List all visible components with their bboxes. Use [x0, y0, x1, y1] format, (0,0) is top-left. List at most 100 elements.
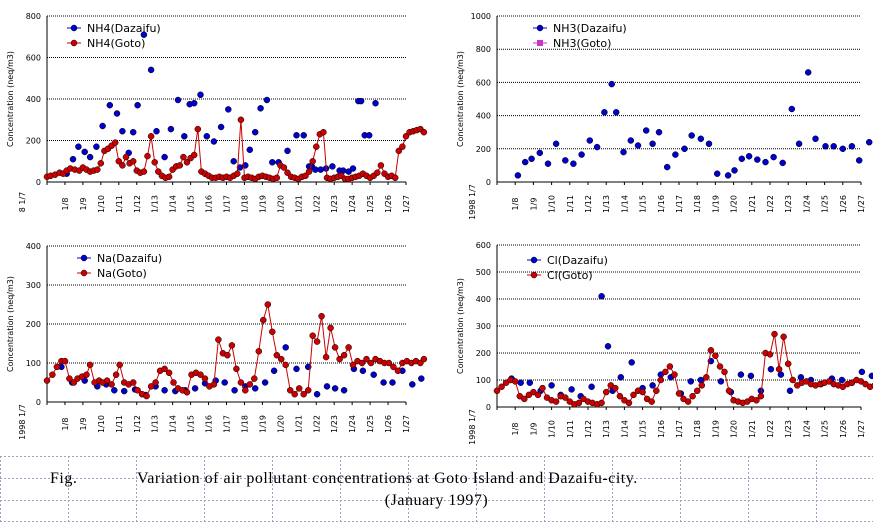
data-point	[586, 137, 594, 144]
data-point	[191, 385, 199, 392]
x-tick-label: 1/27	[857, 195, 866, 213]
x-year-label: 8 1/7	[18, 192, 27, 213]
data-point	[797, 374, 805, 381]
data-point	[215, 336, 222, 343]
legend-label: Cl(Goto)	[547, 269, 593, 282]
data-point	[687, 378, 695, 385]
data-point	[562, 394, 569, 401]
data-point	[608, 80, 615, 88]
data-point	[66, 375, 73, 382]
data-point	[155, 168, 162, 175]
y-tick-label: 600	[26, 54, 41, 63]
data-point	[183, 159, 191, 166]
x-tick-label: 1/17	[223, 195, 232, 213]
data-point	[286, 387, 294, 394]
y-axis-label: Concentration (neq/m3)	[6, 276, 15, 372]
caption-area: Fig. Variation of air pollutant concentr…	[0, 456, 873, 522]
data-point	[737, 371, 745, 378]
x-tick-label: 1/13	[602, 195, 611, 213]
data-point	[161, 365, 168, 373]
data-point	[389, 379, 396, 386]
data-point	[300, 132, 307, 139]
data-point	[94, 166, 101, 173]
data-point	[304, 387, 312, 394]
y-tick-label: 600	[476, 78, 491, 87]
data-point	[358, 359, 366, 367]
data-point	[309, 158, 316, 165]
data-point	[663, 163, 671, 171]
data-point	[707, 347, 715, 354]
y-tick-label: 100	[476, 376, 491, 385]
x-tick-label: 1/15	[639, 195, 648, 213]
data-point	[616, 392, 624, 400]
data-point	[789, 376, 797, 384]
x-tick-label: 1/12	[133, 415, 142, 433]
data-point	[210, 138, 218, 145]
data-point	[129, 128, 137, 136]
data-point	[246, 146, 254, 154]
data-point	[263, 96, 271, 104]
legend-label: Na(Dazaifu)	[97, 252, 162, 265]
x-tick-label: 1/22	[312, 195, 321, 213]
x-tick-label: 1/21	[748, 420, 757, 438]
data-point	[349, 361, 357, 369]
x-tick-label: 1/12	[133, 195, 142, 213]
data-point	[152, 379, 159, 386]
data-point	[521, 395, 528, 403]
chart-panel-1: 0 200 400 600 800 1/8 1/9 1/10 1/11 1/12 1/13 1/14 1…	[6, 12, 428, 213]
data-point	[251, 375, 258, 382]
legend-marker	[80, 269, 88, 277]
data-point	[575, 399, 583, 407]
legend-label: NH4(Goto)	[87, 37, 145, 50]
data-point	[391, 174, 399, 182]
x-tick-label: 1/24	[802, 195, 811, 213]
data-point	[498, 383, 505, 391]
data-point	[363, 355, 370, 363]
x-tick-label: 1/17	[223, 415, 232, 433]
y-tick-label: 1000	[471, 12, 491, 21]
data-point	[119, 127, 126, 135]
x-tick-label: 1/24	[348, 195, 357, 213]
y-tick-label: 200	[476, 349, 491, 358]
x-tick-label: 1/19	[258, 195, 267, 213]
data-point	[313, 143, 320, 150]
x-tick-label: 1/10	[548, 195, 557, 213]
x-tick-label: 1/19	[258, 415, 267, 433]
y-tick-label: 0	[36, 178, 41, 187]
data-point	[103, 377, 111, 384]
x-tick-label: 1/16	[205, 415, 214, 433]
data-point	[653, 387, 660, 395]
data-point	[345, 168, 352, 175]
data-point	[598, 399, 605, 407]
data-point	[762, 158, 769, 166]
chart-panel-3: 0 100 200 300 400 1/8 1/9 1/10 1/11 1/12 1/13 1/14 1…	[6, 242, 428, 440]
legend-marker	[530, 271, 538, 279]
x-tick-label: 1/18	[693, 195, 702, 213]
y-tick-label: 500	[476, 268, 491, 277]
data-point	[788, 105, 796, 113]
x-tick-label: 1/14	[620, 420, 629, 438]
data-point	[717, 378, 725, 385]
data-point	[804, 69, 812, 76]
data-point	[221, 379, 228, 386]
data-point	[830, 143, 837, 150]
x-tick-label: 1/23	[330, 195, 339, 213]
x-tick-label: 1/13	[602, 420, 611, 438]
data-point	[604, 343, 612, 350]
data-point	[322, 353, 330, 361]
data-point	[75, 143, 82, 150]
x-tick-label: 1/15	[187, 195, 196, 213]
data-point	[282, 361, 289, 369]
data-point	[273, 174, 281, 182]
data-point	[528, 155, 535, 163]
x-tick-label: 1/26	[839, 420, 848, 438]
legend-marker	[80, 254, 88, 262]
data-point	[642, 127, 650, 134]
data-point	[666, 363, 674, 370]
data-point	[269, 159, 276, 166]
data-point	[593, 143, 601, 151]
x-tick-label: 1/8	[61, 198, 70, 211]
data-point	[97, 160, 105, 167]
data-point	[183, 389, 191, 396]
data-point	[161, 153, 168, 161]
